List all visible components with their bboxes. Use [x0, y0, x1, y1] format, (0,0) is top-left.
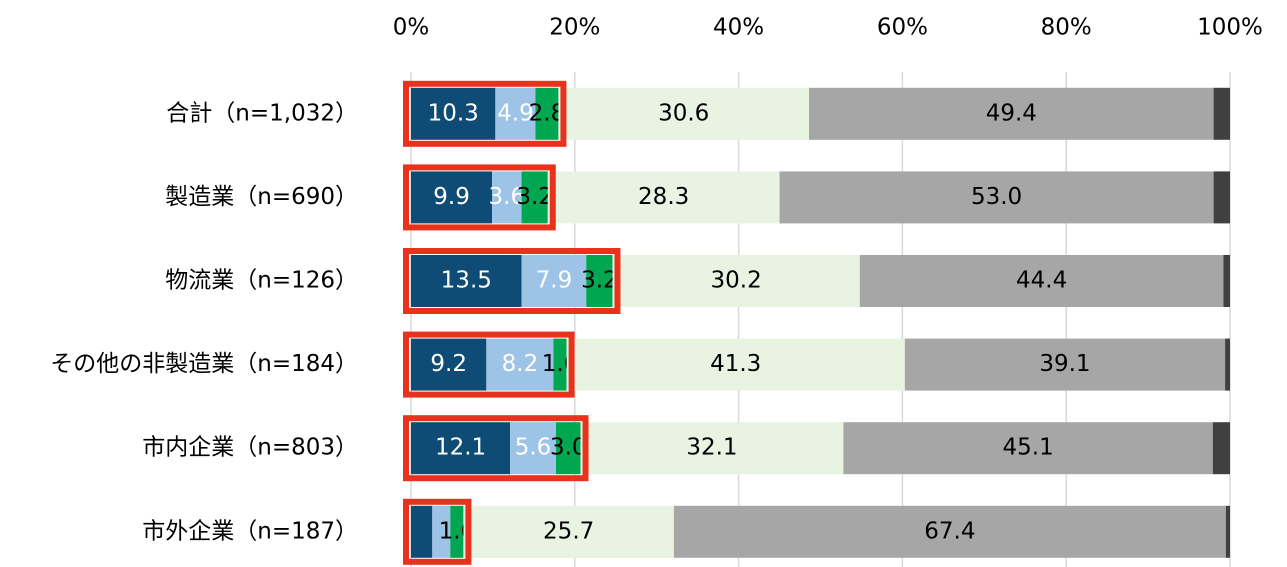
- bar-segment: [547, 171, 780, 224]
- value-label: 67.4: [924, 518, 975, 544]
- bar-segment: [566, 338, 905, 391]
- bar-segment: [432, 505, 451, 558]
- value-label: 45.1: [1003, 435, 1054, 461]
- value-label: 8.2: [502, 351, 539, 377]
- bar-segment: [1223, 255, 1230, 307]
- value-label: 41.3: [710, 351, 761, 377]
- bar-segment: [510, 422, 556, 475]
- value-label: 39.1: [1039, 351, 1090, 377]
- bar-segment: [558, 87, 810, 140]
- value-label: 25.7: [543, 518, 594, 544]
- value-label: 10.3: [428, 100, 479, 126]
- bar-segment: [411, 505, 433, 558]
- x-tick-label: 20%: [549, 15, 600, 41]
- bar-segment: [612, 255, 860, 307]
- x-tick-label: 40%: [713, 15, 764, 41]
- value-label: 3.0: [550, 435, 587, 461]
- category-label: 製造業（n=690）: [165, 184, 358, 210]
- highlight-box: [403, 331, 575, 398]
- value-label: 3.2: [516, 184, 553, 210]
- x-tick-label: 80%: [1041, 15, 1092, 41]
- x-tick-label: 100%: [1197, 15, 1263, 41]
- bar-segment: [859, 255, 1224, 307]
- bar-segment: [486, 338, 554, 391]
- value-label: 4.9: [497, 100, 534, 126]
- value-label: 28.3: [638, 184, 689, 210]
- highlight-box: [403, 498, 472, 565]
- bar-segment: [673, 505, 1226, 558]
- bar-segment: [411, 338, 487, 391]
- bar-segment: [521, 255, 587, 307]
- bar-segment: [580, 422, 844, 475]
- value-label: 9.2: [430, 351, 467, 377]
- category-label: 市内企業（n=803）: [142, 435, 358, 461]
- category-label: 合計（n=1,032）: [166, 100, 358, 126]
- highlight-box: [403, 415, 589, 482]
- value-label: 44.4: [1016, 268, 1067, 294]
- bar-segment: [492, 171, 522, 224]
- bar-segment: [553, 338, 567, 391]
- bar-segment: [411, 255, 522, 307]
- value-label: 49.4: [986, 100, 1037, 126]
- bar-segment: [809, 87, 1214, 140]
- bar-segment: [450, 505, 464, 558]
- value-label: 32.1: [686, 435, 737, 461]
- bar-segment: [904, 338, 1226, 391]
- bar-segment: [555, 422, 581, 475]
- value-label: 7.9: [536, 268, 573, 294]
- highlight-box: [403, 164, 556, 231]
- value-label: 30.2: [711, 268, 762, 294]
- category-label: 市外企業（n=187）: [142, 518, 358, 544]
- value-label: 53.0: [971, 184, 1022, 210]
- category-label: その他の非製造業（n=184）: [50, 351, 358, 377]
- bar-segment: [535, 87, 559, 140]
- bar-segment: [1225, 505, 1230, 558]
- highlight-box: [403, 248, 621, 314]
- bar-segment: [1213, 87, 1230, 140]
- x-tick-label: 0%: [393, 15, 430, 41]
- x-tick-label: 60%: [877, 15, 928, 41]
- bar-segment: [1213, 171, 1230, 224]
- bar-segment: [779, 171, 1214, 224]
- bar-segment: [1212, 422, 1230, 475]
- value-label: 3.6: [489, 184, 526, 210]
- bar-segment: [586, 255, 613, 307]
- value-label: 5.6: [515, 435, 552, 461]
- value-label: 3.2: [581, 268, 618, 294]
- value-label: 9.9: [433, 184, 470, 210]
- bar-segment: [411, 171, 493, 224]
- bar-segment: [521, 171, 548, 224]
- value-label: 13.5: [441, 268, 492, 294]
- bar-segment: [1225, 338, 1230, 391]
- category-label: 物流業（n=126）: [165, 268, 358, 294]
- bar-segment: [411, 422, 511, 475]
- highlight-box: [403, 80, 567, 147]
- bar-segment: [495, 87, 536, 140]
- bar-segment: [843, 422, 1213, 475]
- bar-segment: [411, 87, 496, 140]
- bar-segment: [463, 505, 674, 558]
- value-label: 12.1: [435, 435, 486, 461]
- value-label: 30.6: [658, 100, 709, 126]
